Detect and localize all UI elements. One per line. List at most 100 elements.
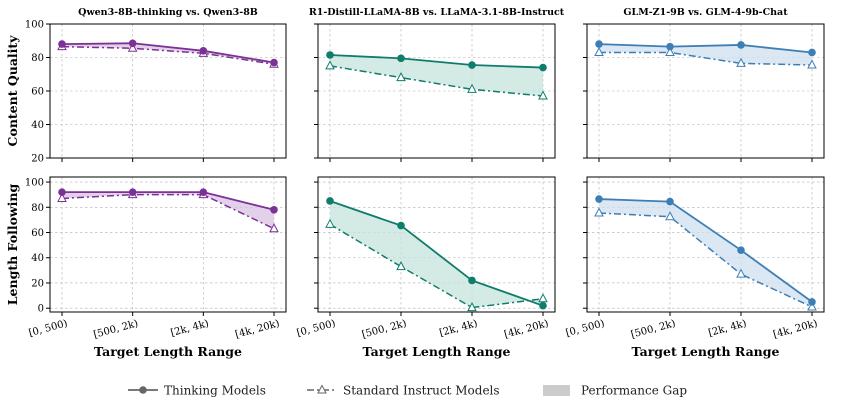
performance-gap-area (62, 192, 274, 229)
standard-point (127, 42, 138, 52)
panel-frame (317, 23, 556, 159)
standard-point (57, 192, 67, 202)
x-tick-label: [4k, 20k) (772, 318, 819, 340)
panel-1-1: [0, 500) [500, 2k) [2k, 4k) [4k, 20k) Target… (296, 176, 556, 359)
panel-1-0: 0 20 40 60 80 100 [0, 500) [500, 2k) [2k, 4k) [4k… (5, 176, 287, 359)
standard-series-line (329, 65, 544, 97)
legend-standard-marker (317, 384, 327, 394)
panel-1-2: [0, 500) [500, 2k) [2k, 4k) [4k, 20k) Target… (565, 176, 825, 359)
x-tick-label: [500, 2k) (630, 318, 677, 340)
thinking-point (666, 42, 674, 51)
thinking-point (270, 58, 278, 67)
panel-title: R1-Distill-LLaMA-8B vs. LLaMA-3.1-8B-Ins… (309, 7, 565, 18)
thinking-point (128, 188, 137, 196)
y-axis-label: Length Following (5, 183, 20, 305)
thinking-point (595, 195, 603, 203)
thinking-series-line (329, 200, 544, 307)
thinking-point (397, 54, 405, 63)
standard-series-line (598, 212, 813, 308)
y-axis-label: Content Quality (5, 35, 20, 147)
standard-series-line (61, 193, 275, 230)
thinking-point (199, 188, 208, 196)
thinking-series-line (61, 42, 275, 64)
standard-series-line (61, 45, 275, 65)
panel-frame (586, 23, 825, 159)
standard-point (467, 302, 477, 312)
standard-series-line (599, 51, 813, 66)
panel-frame (586, 176, 825, 313)
thinking-point (808, 298, 816, 306)
x-axis-label: Target Length Range (94, 344, 242, 359)
x-tick-label: [2k, 4k) (170, 318, 211, 339)
y-tick-label: 0 (38, 304, 44, 315)
thinking-point (199, 47, 208, 55)
performance-gap-area (599, 44, 812, 66)
legend: Thinking Models Standard Instruct Models P… (128, 384, 687, 398)
legend-thinking-marker (139, 386, 147, 394)
standard-point (736, 57, 746, 67)
y-tick-label: 40 (31, 120, 44, 131)
thinking-series-line (598, 198, 813, 303)
standard-point (736, 268, 746, 278)
x-tick-label: [4k, 20k) (234, 318, 281, 340)
thinking-point (539, 301, 547, 310)
panel-frame (49, 23, 287, 159)
standard-point (325, 218, 335, 228)
thinking-point (539, 63, 547, 72)
legend-gap-swatch (543, 385, 570, 396)
thinking-point (326, 197, 334, 205)
thinking-point (737, 246, 745, 254)
standard-point (594, 207, 604, 217)
standard-point (538, 90, 548, 100)
y-tick-label: 40 (31, 253, 44, 264)
y-tick-label: 20 (31, 278, 44, 289)
x-tick-label: [2k, 4k) (438, 318, 479, 339)
x-axis-label: Target Length Range (632, 344, 780, 359)
y-tick-label: 20 (31, 154, 44, 165)
standard-point (269, 223, 279, 233)
x-tick-label: [500, 2k) (92, 318, 139, 340)
standard-point (594, 46, 604, 56)
thinking-point (128, 39, 137, 48)
thinking-point (270, 206, 278, 214)
y-tick-label: 100 (25, 178, 44, 189)
performance-gap-area (599, 199, 812, 307)
panel-title: GLM-Z1-9B vs. GLM-4-9b-Chat (623, 7, 788, 18)
thinking-point (666, 197, 674, 206)
performance-gap-area (330, 200, 543, 308)
thinking-point (468, 276, 476, 285)
standard-point (325, 60, 335, 70)
standard-point (665, 46, 675, 56)
thinking-series-line (598, 43, 813, 54)
panel-title: Qwen3-8B-thinking vs. Qwen3-8B (78, 7, 258, 18)
x-tick-label: [500, 2k) (361, 318, 408, 340)
thinking-point (595, 40, 603, 48)
standard-point (396, 261, 406, 271)
standard-point (538, 293, 548, 303)
y-tick-label: 60 (31, 87, 44, 98)
x-tick-label: [0, 500) (565, 318, 606, 339)
panel-frame (317, 176, 556, 313)
standard-series-line (329, 223, 544, 309)
x-tick-label: [0, 500) (296, 318, 337, 339)
standard-point (807, 59, 817, 69)
panel-0-0: 20 40 60 80 100 Qwen3-8B-thinking vs. Qwen3-8… (5, 7, 287, 165)
thinking-point (58, 40, 66, 48)
thinking-point (808, 48, 816, 57)
y-tick-label: 100 (25, 20, 44, 31)
panel-0-1: R1-Distill-LLaMA-8B vs. LLaMA-3.1-8B-Ins… (309, 7, 565, 162)
standard-point (467, 83, 477, 93)
x-tick-label: [0, 500) (28, 318, 69, 339)
thinking-point (397, 221, 405, 230)
y-tick-label: 80 (31, 53, 44, 64)
y-tick-label: 80 (31, 203, 44, 214)
panel-frame (49, 176, 287, 313)
panel-0-2: GLM-Z1-9B vs. GLM-4-9b-Chat (583, 7, 825, 162)
thinking-point (737, 41, 745, 49)
thinking-point (468, 61, 476, 69)
standard-point (807, 301, 817, 311)
x-axis-label: Target Length Range (363, 344, 511, 359)
thinking-point (326, 51, 334, 59)
standard-point (665, 211, 675, 221)
